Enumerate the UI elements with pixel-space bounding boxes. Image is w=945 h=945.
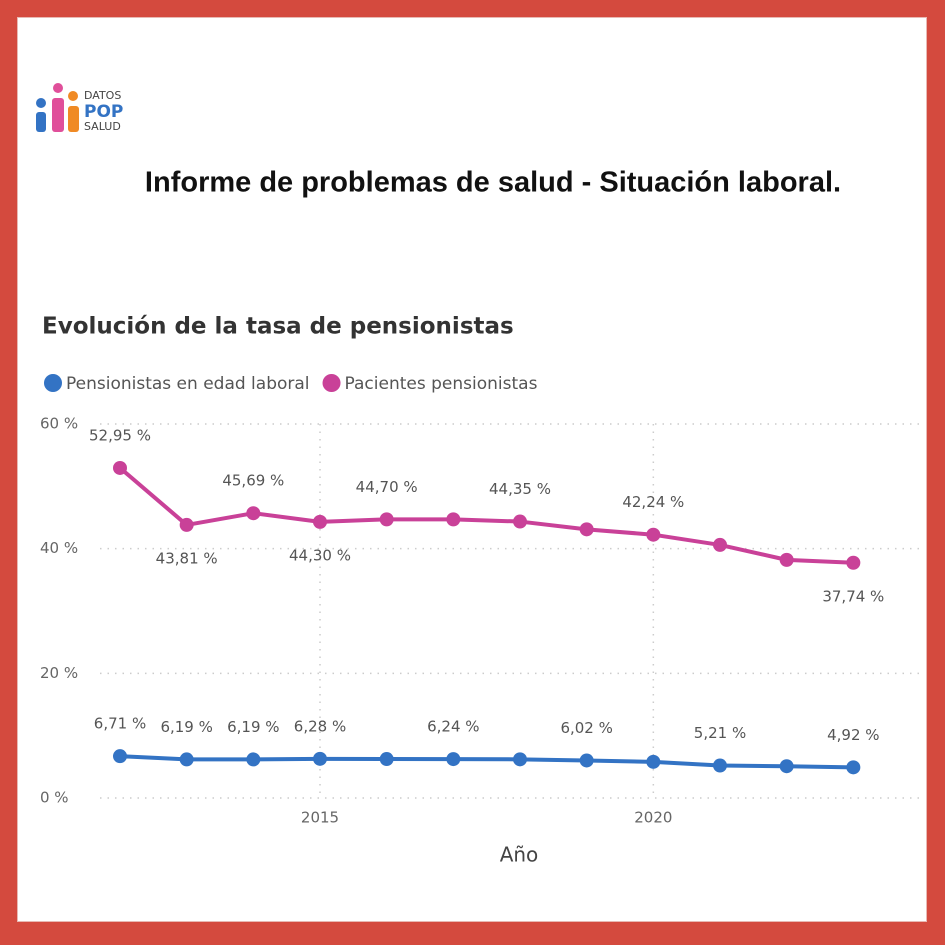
point — [446, 752, 461, 767]
logo: DATOS POP SALUD — [36, 83, 123, 133]
legend-marker — [322, 374, 341, 392]
point — [846, 555, 861, 570]
point — [779, 759, 794, 774]
y-tick-label: 60 % — [40, 415, 78, 433]
y-tick-label: 20 % — [40, 664, 78, 682]
legend-label: Pensionistas en edad laboral — [66, 374, 310, 394]
legend-label: Pacientes pensionistas — [345, 374, 538, 394]
point — [779, 552, 794, 567]
data-label: 6,19 % — [227, 718, 279, 736]
point — [313, 514, 327, 529]
line — [118, 466, 854, 565]
point — [379, 752, 394, 767]
logo-text: POP — [84, 102, 123, 122]
y-tick-label: 40 % — [40, 539, 78, 557]
legend-marker — [44, 374, 62, 392]
point — [179, 752, 194, 767]
point — [713, 537, 727, 552]
x-tick-label: 2015 — [301, 809, 339, 827]
logo-icon — [68, 91, 78, 101]
data-label: 6,24 % — [427, 718, 479, 736]
logo-icon — [36, 98, 46, 108]
point — [713, 758, 727, 773]
y-tick-label: 0 % — [40, 789, 69, 807]
point — [846, 760, 861, 775]
x-axis-label: Año — [500, 843, 539, 867]
data-label: 45,69 % — [222, 472, 284, 490]
logo-icon — [68, 106, 79, 132]
point — [179, 517, 194, 532]
point — [313, 751, 327, 766]
logo-icon — [36, 112, 46, 132]
data-label: 52,95 % — [89, 426, 151, 444]
logo-icon — [53, 83, 63, 93]
line — [119, 754, 854, 770]
point — [513, 752, 527, 767]
data-label: 5,21 % — [694, 724, 746, 742]
point — [579, 522, 594, 537]
data-label: 6,19 % — [160, 718, 212, 736]
point — [646, 754, 661, 769]
point — [379, 512, 394, 527]
point — [246, 506, 261, 521]
data-label: 4,92 % — [827, 726, 879, 744]
frame — [17, 17, 927, 922]
data-label: 42,24 % — [622, 493, 684, 511]
data-label: 6,02 % — [560, 719, 612, 737]
point — [446, 512, 461, 527]
logo-text: DATOS — [84, 89, 121, 102]
page-title: Informe de problemas de salud - Situació… — [145, 167, 841, 199]
data-label: 44,30 % — [289, 546, 351, 564]
point — [113, 460, 127, 475]
logo-icon — [52, 98, 64, 132]
point — [246, 752, 261, 767]
data-label: 37,74 % — [822, 587, 884, 605]
data-label: 44,70 % — [356, 478, 418, 496]
x-tick-label: 2020 — [634, 809, 672, 827]
chart-title: Evolución de la tasa de pensionistas — [42, 314, 514, 340]
data-label: 6,71 % — [94, 715, 146, 733]
data-label: 44,35 % — [489, 480, 551, 498]
point — [113, 749, 127, 764]
point — [513, 514, 527, 529]
data-label: 43,81 % — [156, 549, 218, 567]
logo-text: SALUD — [84, 120, 121, 133]
point — [646, 527, 661, 542]
data-label: 6,28 % — [294, 717, 346, 735]
point — [579, 753, 594, 768]
